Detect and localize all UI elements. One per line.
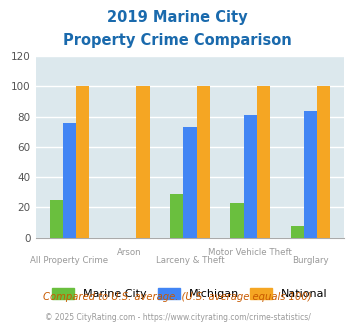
Bar [76,86,89,238]
Bar [183,127,197,238]
Bar [50,200,63,238]
Bar [63,123,76,238]
Bar [317,86,330,238]
Text: Property Crime Comparison: Property Crime Comparison [63,33,292,48]
Bar [170,194,183,238]
Bar [197,86,210,238]
Bar [244,115,257,238]
Bar [304,111,317,238]
Bar [257,86,270,238]
Bar [136,86,149,238]
Text: Larceny & Theft: Larceny & Theft [155,256,224,265]
Text: Arson: Arson [118,248,142,257]
Legend: Marine City, Michigan, National: Marine City, Michigan, National [48,283,332,303]
Text: All Property Crime: All Property Crime [31,256,109,265]
Text: © 2025 CityRating.com - https://www.cityrating.com/crime-statistics/: © 2025 CityRating.com - https://www.city… [45,314,310,322]
Text: Burglary: Burglary [292,256,329,265]
Bar [290,225,304,238]
Text: Motor Vehicle Theft: Motor Vehicle Theft [208,248,292,257]
Text: 2019 Marine City: 2019 Marine City [107,10,248,25]
Bar [230,203,244,238]
Text: Compared to U.S. average. (U.S. average equals 100): Compared to U.S. average. (U.S. average … [43,292,312,302]
